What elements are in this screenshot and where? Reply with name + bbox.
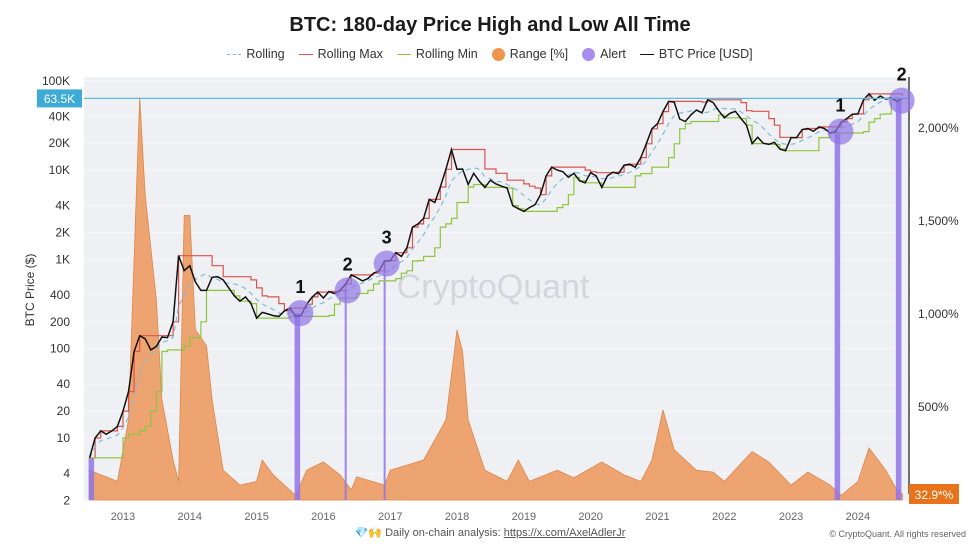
legend-label: BTC Price [USD] [658,47,753,61]
x-tick-label: 2021 [645,511,669,523]
legend-item[interactable]: Range [%] [491,47,569,61]
footer-text: Daily on-chain analysis: [385,527,504,539]
alert-marker [334,277,361,304]
copyright: © CryptoQuant. All rights reserved [829,529,966,539]
x-tick-label: 2023 [779,511,803,523]
legend-swatch [396,53,411,55]
alert-marker [827,118,854,145]
y-tick-label: 40 [57,377,71,391]
current-price-label: 63.5K [44,92,75,106]
y-tick-label: 100 [50,342,70,356]
y-tick-label: 4K [55,199,70,213]
alert-marker [888,87,915,114]
chart-title: BTC: 180-day Price High and Low All Time [289,14,691,36]
footer-emoji: 💎🙌 [354,527,383,539]
btc-price-line [88,92,903,459]
x-tick-label: 2016 [311,511,335,523]
x-tick-label: 2024 [846,511,870,523]
legend-item[interactable]: Alert [582,47,626,61]
alert-label: 1 [835,96,845,116]
alert-bar [294,313,301,500]
legend-swatch [298,53,313,55]
y-tick-label: 10 [57,431,71,445]
current-range-badge [909,484,959,504]
y2-tick-label: 2,000% [918,121,959,135]
legend-label: Rolling Min [415,47,478,61]
y-tick-label: 20 [57,404,71,418]
y2-tick-label: 1,000% [918,307,959,321]
alert-label: 1 [295,277,305,297]
legend: Rolling Rolling Max Rolling Min Range [%] Al… [0,47,980,61]
alert-bar [895,100,902,501]
legend-swatch [227,53,242,55]
footer: 💎🙌 Daily on-chain analysis: https://x.co… [0,526,980,539]
y2-tick-label: 500% [918,400,949,414]
y-tick-label: 40K [49,109,70,123]
alert-label: 2 [897,65,907,85]
y-tick-label: 10K [49,163,70,177]
y-tick-label: 100K [42,74,70,88]
y-tick-label: 400 [50,288,70,302]
y-tick-label: 4 [63,467,70,481]
watermark: CryptoQuant [397,268,590,306]
legend-swatch [639,53,654,55]
alert-marker [287,300,314,327]
plot-background [84,77,908,500]
x-tick-label: 2017 [378,511,402,523]
alert-bar [834,131,841,500]
y2-tick-label: 1,500% [918,214,959,228]
legend-item[interactable]: BTC Price [USD] [639,47,753,61]
legend-label: Rolling Max [317,47,383,61]
alert-label: 2 [343,254,353,274]
alert-bar [383,263,386,500]
legend-label: Rolling [246,47,285,61]
y-tick-label: 1K [55,252,70,266]
x-tick-label: 2019 [512,511,536,523]
x-tick-label: 2018 [445,511,469,523]
legend-label: Alert [600,47,626,61]
y-tick-label: 200 [50,315,70,329]
alert-label: 3 [382,227,392,247]
x-tick-label: 2013 [111,511,135,523]
alert-bar [88,457,95,500]
alert-bar [344,290,347,500]
legend-item[interactable]: Rolling [227,47,285,61]
legend-swatch [491,47,505,61]
rolling-max-line [89,93,903,459]
legend-item[interactable]: Rolling Min [396,47,478,61]
legend-item[interactable]: Rolling Max [298,47,383,61]
legend-swatch [582,47,596,61]
x-tick-label: 2015 [244,511,268,523]
range-area [89,97,903,501]
current-range-label: 32.9*% [915,488,954,502]
y-axis-label: BTC Price ($) [23,254,37,327]
x-tick-label: 2020 [578,511,602,523]
current-price-badge [37,89,82,108]
y-tick-label: 2K [55,226,70,240]
alert-marker [373,250,400,277]
x-tick-label: 2014 [178,511,202,523]
y-tick-label: 20K [49,136,70,150]
y-tick-label: 2 [63,493,70,507]
x-tick-label: 2022 [712,511,736,523]
legend-label: Range [%] [509,47,569,61]
footer-link[interactable]: https://x.com/AxelAdlerJr [503,527,626,539]
